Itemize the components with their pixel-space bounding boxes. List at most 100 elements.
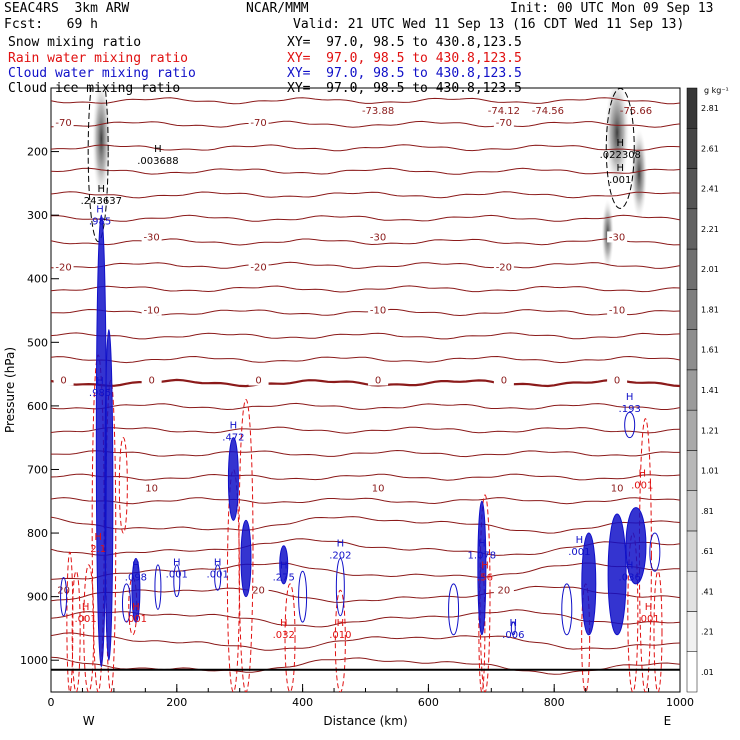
- isotherm-label-bg: [248, 116, 269, 128]
- ice-max-value: .243637: [81, 196, 122, 207]
- isotherm-label: -70: [250, 118, 266, 129]
- cloud-water-contour-13: [581, 532, 597, 636]
- cloud-water-contour-1: [104, 329, 114, 661]
- rain-contour-10: [334, 589, 346, 692]
- cloud-water-max-value: .036: [619, 573, 641, 584]
- rain-max-marker: H: [337, 618, 345, 629]
- isotherm-line-14: [51, 426, 680, 434]
- isotherm-label: 20: [252, 585, 265, 596]
- isotherm-label-bg: [53, 374, 74, 386]
- x-tick-label: 1000: [666, 696, 694, 709]
- isotherm-label-bg: [607, 304, 628, 316]
- rain-contour-5: [118, 437, 128, 534]
- isotherm-label-bg: [493, 584, 514, 596]
- rain-max-marker: H: [94, 532, 102, 543]
- isotherm-line-18: [51, 516, 680, 534]
- cloud-water-max-marker: H: [173, 557, 181, 568]
- isotherm-label-bg: [607, 231, 628, 243]
- isotherm-line-10: [51, 332, 680, 340]
- isotherm-line-23: [51, 632, 680, 651]
- colorbar-swatch: [686, 369, 698, 411]
- cloud-water-contour-10: [448, 583, 460, 636]
- isotherm-label: 0: [255, 375, 261, 386]
- west-label: W: [83, 714, 95, 728]
- east-label: E: [664, 714, 672, 728]
- cloud-water-max-value: .985: [89, 388, 111, 399]
- isotherm-label: -70: [496, 118, 512, 129]
- colorbar-label: 2.41: [701, 185, 719, 194]
- rain-max-value: .010: [329, 630, 351, 641]
- colorbar-label: 1.01: [701, 467, 719, 476]
- field-rain-xy: XY= 97.0, 98.5 to 430.8,123.5: [287, 51, 522, 66]
- cloud-water-max-marker: H: [337, 538, 345, 549]
- field-cloud-water-xy: XY= 97.0, 98.5 to 430.8,123.5: [287, 66, 522, 81]
- isotherm-label-bg: [607, 482, 628, 494]
- isotherm-label: 10: [611, 484, 624, 495]
- colorbar-label: 2.81: [701, 104, 719, 113]
- isotherm-label: 20: [57, 585, 70, 596]
- cloud-water-max-marker: H: [576, 535, 584, 546]
- isotherm-line-19: [51, 538, 680, 556]
- cloud-water-contour-11: [477, 500, 487, 636]
- forecast-hour: Fcst: 69 h: [4, 17, 98, 32]
- rain-contour-0: [66, 551, 74, 692]
- rain-max-value: .001: [631, 480, 653, 491]
- cloud-water-contour-15: [624, 411, 636, 439]
- field-cloud-water-name: Cloud water mixing ratio: [8, 66, 196, 81]
- cloud-water-contour-18: [510, 621, 516, 636]
- cloud-water-max-marker: H: [478, 538, 486, 549]
- cloud-water-max-value: .098: [125, 573, 147, 584]
- rain-max-marker: H: [638, 468, 646, 479]
- rain-contour-14: [627, 532, 639, 692]
- colorbar-label: 2.21: [701, 225, 719, 234]
- colorbar-swatch: [686, 409, 698, 451]
- cloud-water-max-marker: H: [132, 561, 140, 572]
- isotherm-label-bg: [141, 304, 162, 316]
- x-axis-title: Distance (km): [323, 714, 407, 728]
- cloud-water-max-marker: H: [96, 376, 104, 387]
- isotherm-label: -20: [55, 262, 71, 273]
- cloud-water-max-marker: H: [626, 561, 634, 572]
- colorbar-label: 2.61: [701, 144, 719, 153]
- colorbar-swatch: [686, 248, 698, 290]
- cloud-water-max-value: .001: [207, 569, 229, 580]
- colorbar-unit: g kg⁻¹: [704, 86, 729, 95]
- rain-contour-1: [71, 570, 81, 692]
- cloud-water-max-value: 1.078: [468, 550, 497, 561]
- rain-max-value: .032: [273, 630, 295, 641]
- isotherm-line-3: [51, 167, 680, 175]
- isotherm-line-11: [51, 355, 680, 364]
- isotherm-label: 0: [614, 375, 620, 386]
- rain-contour-11: [479, 494, 491, 692]
- isotherm-line-4: [51, 191, 680, 199]
- isotherm-label: -30: [370, 232, 386, 243]
- isotherm-label: -30: [143, 232, 159, 243]
- isotherm-label-bg: [368, 482, 389, 494]
- isotherm-label-bg: [493, 116, 514, 128]
- y-tick-label: 500: [27, 336, 48, 349]
- cloud-water-max-value: .202: [329, 550, 351, 561]
- isotherm-line-22: [51, 609, 680, 628]
- isotherm-label-bg: [248, 374, 269, 386]
- rain-max-marker: H: [481, 561, 489, 572]
- valid-time: Valid: 21 UTC Wed 11 Sep 13 (16 CDT Wed …: [293, 17, 685, 32]
- ice-max-marker: H: [98, 184, 106, 195]
- isotherm-label: 0: [375, 375, 381, 386]
- rain-max-value: .001: [125, 614, 147, 625]
- cloud-water-contour-5: [227, 437, 239, 521]
- snow-shading-1: [605, 88, 630, 188]
- isotherm-label-bg: [248, 261, 269, 273]
- rain-max-value: .001: [637, 614, 659, 625]
- cloud-water-contour-20: [121, 583, 131, 623]
- field-snow-name: Snow mixing ratio: [8, 35, 142, 50]
- isotherm-label: -10: [370, 306, 386, 317]
- isotherm-line-1: [51, 120, 680, 128]
- cloud-water-max-value: .193: [619, 404, 641, 415]
- isotherm-label: -20: [250, 262, 266, 273]
- isotherm-label-bg: [141, 374, 162, 386]
- snow-max-marker: H: [616, 138, 624, 149]
- isotherm-label-bg: [368, 374, 389, 386]
- cloud-water-max-value: .001: [568, 547, 590, 558]
- cloud-water-contour-3: [173, 564, 181, 598]
- y-tick-label: 900: [27, 591, 48, 604]
